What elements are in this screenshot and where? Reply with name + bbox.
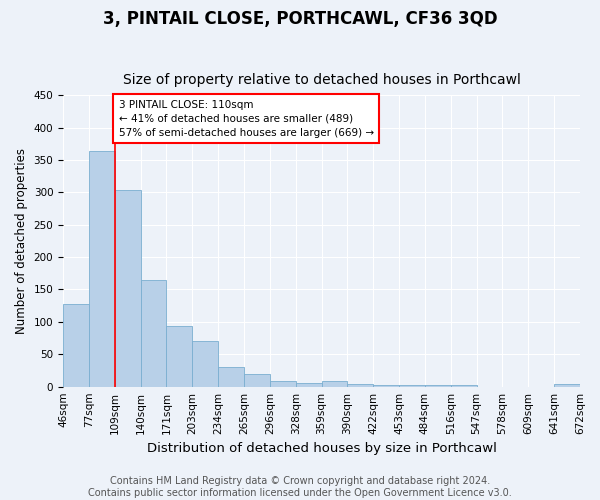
Title: Size of property relative to detached houses in Porthcawl: Size of property relative to detached ho… <box>122 73 520 87</box>
Bar <box>218 367 244 386</box>
Text: 3 PINTAIL CLOSE: 110sqm
← 41% of detached houses are smaller (489)
57% of semi-d: 3 PINTAIL CLOSE: 110sqm ← 41% of detache… <box>119 100 374 138</box>
Bar <box>270 382 296 386</box>
Y-axis label: Number of detached properties: Number of detached properties <box>15 148 28 334</box>
Bar <box>322 381 347 386</box>
Bar <box>399 384 425 386</box>
Bar <box>192 342 218 386</box>
Bar <box>115 190 140 386</box>
Bar <box>63 304 89 386</box>
Bar <box>296 383 322 386</box>
Bar <box>166 326 192 386</box>
Bar <box>373 384 399 386</box>
Bar <box>554 384 580 386</box>
Text: 3, PINTAIL CLOSE, PORTHCAWL, CF36 3QD: 3, PINTAIL CLOSE, PORTHCAWL, CF36 3QD <box>103 10 497 28</box>
Bar <box>425 384 451 386</box>
Bar <box>244 374 270 386</box>
Text: Contains HM Land Registry data © Crown copyright and database right 2024.
Contai: Contains HM Land Registry data © Crown c… <box>88 476 512 498</box>
Bar <box>347 384 373 386</box>
Bar <box>140 280 166 386</box>
Bar <box>89 152 115 386</box>
X-axis label: Distribution of detached houses by size in Porthcawl: Distribution of detached houses by size … <box>146 442 496 455</box>
Bar <box>451 384 476 386</box>
